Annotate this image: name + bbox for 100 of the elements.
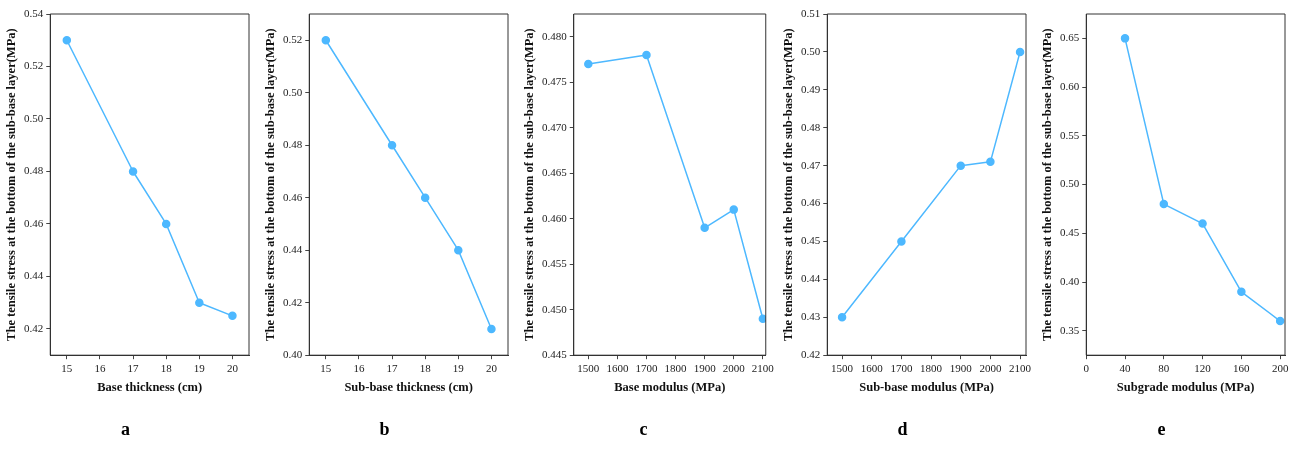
y-tick-label: 0.48 <box>24 164 44 177</box>
point <box>228 311 237 321</box>
x-tick-label: 1600 <box>606 361 629 374</box>
point <box>1159 199 1169 209</box>
x-tick-label: 17 <box>386 361 399 374</box>
point <box>195 298 204 307</box>
y-tick-label: 0.44 <box>283 243 303 256</box>
x-tick-label: 1500 <box>577 361 600 374</box>
x-tick-label: 20 <box>485 361 498 374</box>
x-tick-label: 2100 <box>751 361 775 374</box>
point <box>584 59 593 69</box>
x-tick-label: 1700 <box>890 361 913 374</box>
y-tick-label: 0.475 <box>542 75 568 88</box>
x-tick-label: 20 <box>226 361 239 374</box>
x-tick-label: 200 <box>1271 361 1289 374</box>
x-tick-label: 15 <box>61 361 73 374</box>
point <box>1275 316 1285 326</box>
y-tick-label: 0.44 <box>24 269 44 282</box>
x-tick-label: 1700 <box>635 361 658 374</box>
x-tick-label: 40 <box>1119 361 1132 374</box>
x-tick-label: 80 <box>1158 361 1170 374</box>
point <box>1015 47 1025 57</box>
x-tick-label: 0 <box>1083 361 1090 374</box>
point <box>642 50 651 60</box>
x-tick-label: 19 <box>452 361 465 374</box>
y-tick-label: 0.65 <box>1060 31 1080 44</box>
y-axis-title: The tensile stress at the bottom of the sub-base layer(MPa) <box>1039 28 1054 341</box>
y-tick-label: 0.52 <box>283 33 303 46</box>
y-tick-label: 0.455 <box>542 257 568 270</box>
y-tick-label: 0.54 <box>24 6 44 19</box>
y-tick-label: 0.480 <box>542 29 568 42</box>
point <box>161 219 171 229</box>
y-tick-label: 0.47 <box>801 158 821 171</box>
y-tick-label: 0.40 <box>1060 274 1080 287</box>
point <box>700 223 709 233</box>
y-tick-label: 0.49 <box>801 82 821 95</box>
x-tick-label: 120 <box>1194 361 1212 374</box>
y-tick-label: 0.50 <box>24 111 44 124</box>
y-tick-label: 0.48 <box>283 138 303 151</box>
y-tick-label: 0.470 <box>542 120 568 133</box>
point <box>897 237 906 246</box>
point <box>986 157 995 167</box>
y-tick-label: 0.35 <box>1060 323 1080 336</box>
text: c <box>639 418 648 439</box>
y-tick-label: 0.42 <box>283 295 303 308</box>
x-tick-label: 18 <box>419 361 432 374</box>
y-tick-label: 0.50 <box>1060 177 1080 190</box>
y-tick-label: 0.55 <box>1060 128 1080 141</box>
point <box>487 324 496 334</box>
point <box>62 36 72 45</box>
x-axis-title: Sub-base thickness (cm) <box>344 380 473 395</box>
y-tick-label: 0.450 <box>542 302 568 315</box>
x-axis-title: Base modulus (MPa) <box>614 380 726 395</box>
point <box>729 205 739 214</box>
point <box>387 140 397 150</box>
y-tick-label: 0.50 <box>801 44 821 57</box>
text: a <box>121 418 130 439</box>
point <box>128 167 138 176</box>
x-axis-title: Sub-base modulus (MPa) <box>859 380 994 395</box>
text: d <box>897 418 908 439</box>
y-tick-label: 0.46 <box>283 190 303 203</box>
y-axis-title: The tensile stress at the bottom of the sub-base layer(MPa) <box>780 28 795 341</box>
y-tick-label: 0.50 <box>283 85 303 98</box>
x-tick-label: 2000 <box>979 361 1002 374</box>
x-tick-label: 160 <box>1233 361 1251 374</box>
point <box>1237 287 1246 297</box>
x-tick-label: 17 <box>127 361 140 374</box>
x-tick-label: 18 <box>160 361 173 374</box>
x-tick-label: 2000 <box>722 361 746 374</box>
y-tick-label: 0.52 <box>24 59 44 72</box>
x-tick-label: 1900 <box>949 361 973 374</box>
y-tick-label: 0.445 <box>542 348 568 361</box>
point <box>1198 219 1207 228</box>
text: e <box>1157 418 1166 439</box>
y-tick-label: 0.44 <box>801 272 821 285</box>
text: b <box>379 418 390 439</box>
point <box>758 314 766 324</box>
y-tick-label: 0.46 <box>24 216 44 229</box>
point <box>1120 34 1130 43</box>
y-tick-label: 0.42 <box>801 348 821 361</box>
x-tick-label: 16 <box>353 361 365 374</box>
point <box>837 313 847 322</box>
y-tick-label: 0.40 <box>283 348 303 361</box>
y-tick-label: 0.465 <box>542 166 568 179</box>
x-tick-label: 1600 <box>860 361 884 374</box>
y-tick-label: 0.48 <box>801 120 821 133</box>
x-tick-label: 16 <box>94 361 106 374</box>
x-tick-label: 1500 <box>831 361 854 374</box>
y-tick-label: 0.460 <box>542 211 568 224</box>
y-axis-title: The tensile stress at the bottom of the sub-base layer(MPa) <box>3 28 18 341</box>
y-tick-label: 0.46 <box>801 196 821 209</box>
point <box>454 245 463 255</box>
x-tick-label: 1900 <box>693 361 717 374</box>
y-axis-title: The tensile stress at the bottom of the sub-base layer(MPa) <box>262 28 277 341</box>
y-tick-label: 0.60 <box>1060 80 1080 92</box>
y-tick-label: 0.45 <box>1060 226 1080 239</box>
y-tick-label: 0.43 <box>801 310 821 323</box>
x-tick-label: 1800 <box>920 361 943 374</box>
y-tick-label: 0.42 <box>24 321 44 334</box>
x-tick-label: 2100 <box>1009 361 1032 374</box>
